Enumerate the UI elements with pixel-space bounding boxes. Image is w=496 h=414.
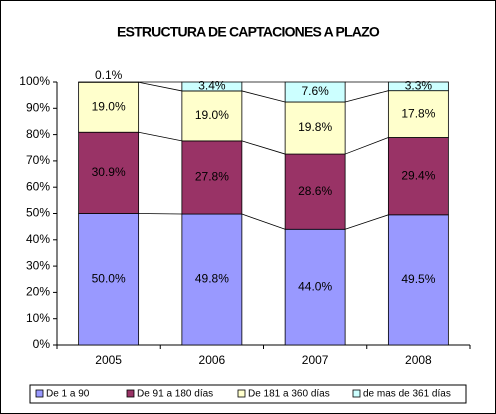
bar-segment (387, 137, 449, 216)
value-label: 3.3% (405, 79, 433, 93)
y-tick-label: 80% (26, 127, 50, 141)
bar-segment (387, 90, 449, 138)
legend-swatch (237, 389, 246, 398)
bar-segment (284, 153, 346, 230)
y-tick-label: 50% (26, 206, 50, 220)
value-label: 17.8% (401, 106, 435, 120)
y-tick-label: 20% (26, 285, 50, 299)
legend-label: De 181 a 360 días (248, 389, 330, 400)
y-tick-label: 100% (19, 74, 50, 88)
x-tick-label: 2006 (199, 353, 226, 367)
value-label: 19.0% (195, 108, 229, 122)
x-tick-label: 2005 (95, 353, 122, 367)
value-label: 3.4% (198, 79, 226, 93)
series-line (344, 214, 389, 230)
y-tick-label: 90% (26, 100, 50, 114)
series-line (138, 213, 182, 215)
series-line (345, 90, 389, 103)
value-label: 50.0% (92, 271, 126, 285)
series-line (241, 90, 286, 103)
value-label: 19.0% (92, 99, 126, 113)
value-label: 19.8% (298, 120, 332, 134)
series-line (241, 140, 286, 155)
y-tick-label: 60% (26, 179, 50, 193)
legend-label: de mas de 361 días (363, 389, 451, 400)
bar-segment (181, 81, 243, 92)
y-tick-label: 40% (26, 232, 50, 246)
bar-segment (284, 81, 346, 103)
bar-segment (284, 228, 346, 346)
y-tick-label: 70% (26, 153, 50, 167)
x-tick-label: 2008 (405, 353, 432, 367)
y-tick-label: 10% (26, 311, 50, 325)
value-label: 0.1% (95, 68, 123, 82)
legend-box (29, 384, 467, 404)
legend-swatch (352, 389, 361, 398)
series-line (138, 81, 182, 92)
value-label: 29.4% (401, 168, 435, 182)
value-label: 49.5% (401, 272, 435, 286)
bar-segment (387, 214, 449, 346)
y-tick-label: 0% (33, 337, 51, 351)
legend-label: De 91 a 180 días (137, 389, 213, 400)
bar-segment (78, 81, 140, 133)
series-line (241, 213, 286, 230)
value-label: 30.9% (92, 165, 126, 179)
series-line (344, 137, 389, 155)
y-tick-label: 30% (26, 258, 50, 272)
bar-segment (181, 140, 243, 215)
value-label: 27.8% (195, 170, 229, 184)
chart-title: ESTRUCTURA DE CAPTACIONES A PLAZO (117, 24, 380, 40)
x-tick-label: 2007 (302, 353, 329, 367)
value-label: 7.6% (301, 84, 329, 98)
value-label: 44.0% (298, 279, 332, 293)
value-label: 49.8% (195, 272, 229, 286)
bar-segment (387, 81, 449, 92)
legend-label: De 1 a 90 (46, 389, 90, 400)
legend-swatch (126, 389, 135, 398)
bar-segment (181, 213, 243, 346)
bar-segment (181, 90, 243, 142)
value-label: 28.6% (298, 184, 332, 198)
legend-swatch (35, 389, 44, 398)
series-line (138, 131, 182, 142)
